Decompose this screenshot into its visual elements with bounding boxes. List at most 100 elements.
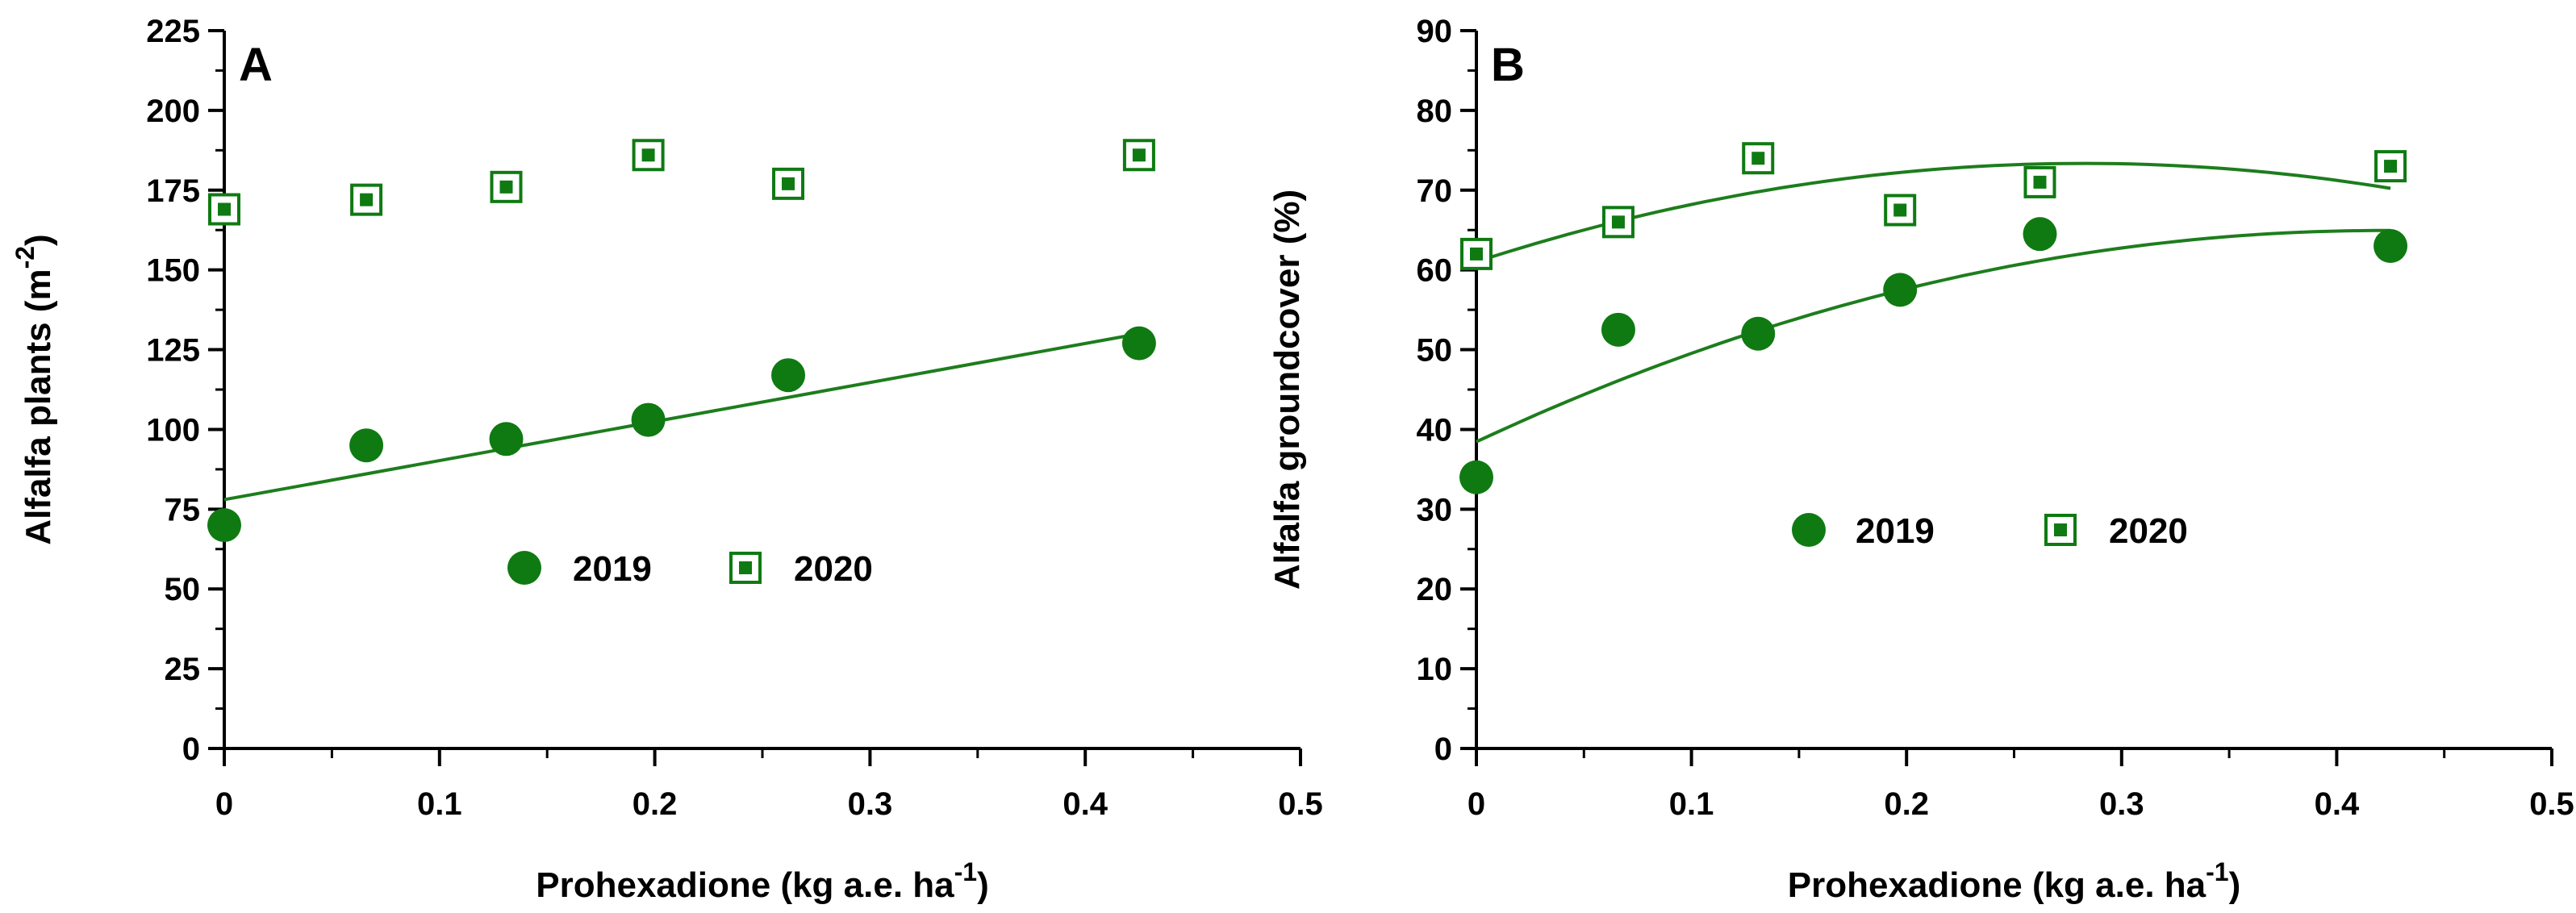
x-axis-title-main: Prohexadione (kg a.e. ha	[536, 865, 954, 905]
legend-marker	[1792, 513, 1826, 547]
y-tick-label: 90	[1417, 14, 1453, 49]
x-axis-title: Prohexadione (kg a.e. ha-1)	[536, 857, 988, 905]
data-point	[772, 167, 805, 200]
x-tick-label: 0.2	[1884, 786, 1929, 822]
y-axis-title-end: )	[19, 234, 58, 246]
x-tick-label: 0.5	[1278, 786, 1323, 822]
legend-entry-2019: 2019	[507, 549, 652, 589]
data-point	[2374, 150, 2407, 183]
x-tick-label: 0	[1468, 786, 1485, 822]
y-tick-label: 80	[1417, 94, 1453, 129]
y-tick-label: 60	[1417, 253, 1453, 289]
y-tick-label: 10	[1417, 652, 1453, 687]
y-tick-label: 50	[165, 572, 201, 607]
panel-label: A	[239, 39, 273, 91]
data-point	[771, 358, 806, 393]
y-tick-label: 75	[165, 492, 201, 527]
x-tick-label: 0	[215, 786, 233, 822]
y-tick-label: 0	[182, 732, 200, 767]
data-point	[1459, 460, 1493, 494]
data-point	[1121, 326, 1156, 361]
marker-inner-dot	[782, 177, 795, 190]
marker-inner-dot	[1751, 152, 1765, 165]
y-tick-label: 100	[146, 412, 200, 448]
y-axis-title: Alfalfa groundcover (%)	[1267, 190, 1307, 590]
chart-panel-a: 0 25 50 75 100 125 150 175 200 225 0 0.1 0.2 0.3 0.4 0.…	[10, 14, 1323, 905]
data-point	[1601, 206, 1635, 239]
data-point	[1122, 139, 1155, 172]
legend-label: 2019	[573, 549, 652, 589]
data-point	[1460, 237, 1493, 270]
legend-marker	[2044, 514, 2077, 546]
x-axis-title-end: )	[977, 865, 989, 905]
data-point	[1884, 194, 1917, 227]
y-axis-title-main: Alfalfa plants (m	[19, 269, 58, 544]
x-tick-label: 0.2	[633, 786, 678, 822]
legend-entry-2020: 2020	[2044, 511, 2188, 551]
data-point	[631, 402, 666, 437]
y-axis-title-main: Alfalfa groundcover (%)	[1267, 190, 1307, 590]
x-tick-label: 0.5	[2529, 786, 2574, 822]
fit-line-2019	[1476, 228, 2391, 444]
series-2020	[1460, 142, 2407, 270]
x-axis-title-main: Prohexadione (kg a.e. ha	[1788, 865, 2207, 905]
data-point	[490, 170, 523, 203]
data-point	[349, 428, 384, 463]
y-tick-label: 200	[146, 94, 200, 129]
marker-inner-dot	[499, 180, 513, 194]
legend-label: 2019	[1856, 511, 1935, 551]
x-axis-title: Prohexadione (kg a.e. ha-1)	[1788, 857, 2240, 905]
marker-inner-dot	[641, 148, 655, 162]
legend-marker	[729, 552, 762, 584]
y-tick-label: 225	[146, 14, 200, 49]
y-tick-label: 150	[146, 253, 200, 289]
series-2019	[207, 326, 1156, 543]
x-axis-title-sup: -1	[2206, 857, 2228, 886]
y-tick-label: 30	[1417, 492, 1453, 527]
marker-inner-dot	[2384, 160, 2398, 173]
legend-label: 2020	[2109, 511, 2188, 551]
y-tick-label: 70	[1417, 173, 1453, 209]
x-tick-label: 0.1	[417, 786, 462, 822]
legend-label: 2020	[794, 549, 873, 589]
x-tick-label: 0.4	[1063, 786, 1108, 822]
data-point	[1742, 142, 1775, 175]
marker-inner-dot	[1132, 148, 1146, 162]
marker-inner-dot	[360, 193, 374, 206]
data-point	[207, 508, 241, 543]
series-2019	[1459, 217, 2408, 494]
marker-inner-dot	[218, 202, 231, 216]
legend-entry-2019: 2019	[1792, 511, 1935, 551]
x-tick-label: 0.1	[1669, 786, 1714, 822]
panel-label: B	[1491, 39, 1525, 91]
legend-marker	[507, 551, 541, 585]
series-2020	[208, 139, 1155, 226]
data-point	[2023, 165, 2056, 198]
y-tick-label: 25	[165, 652, 201, 687]
marker-inner-dot	[1893, 203, 1907, 217]
x-tick-label: 0.3	[848, 786, 893, 822]
y-tick-label: 125	[146, 333, 200, 369]
y-tick-label: 40	[1417, 412, 1453, 448]
marker-inner-dot	[1611, 215, 1625, 229]
data-point	[350, 183, 383, 216]
marker-inner-dot	[2054, 523, 2067, 536]
data-point	[489, 422, 524, 456]
marker-inner-dot	[2033, 175, 2047, 189]
data-point	[632, 139, 665, 172]
marker-inner-dot	[739, 561, 752, 574]
y-tick-label: 175	[146, 173, 200, 209]
data-point	[2023, 217, 2057, 252]
y-axis-title: Alfalfa plants (m-2)	[10, 234, 58, 544]
x-tick-label: 0.3	[2099, 786, 2144, 822]
y-tick-label: 0	[1434, 732, 1452, 767]
data-point	[208, 193, 240, 226]
y-tick-label: 50	[1417, 333, 1453, 369]
marker-outer-square	[1122, 139, 1155, 172]
data-point	[1883, 273, 1918, 307]
x-axis-title-sup: -1	[954, 857, 977, 886]
fit-line-2019	[223, 331, 1140, 502]
data-point	[1741, 316, 1776, 351]
marker-inner-dot	[1470, 247, 1483, 261]
